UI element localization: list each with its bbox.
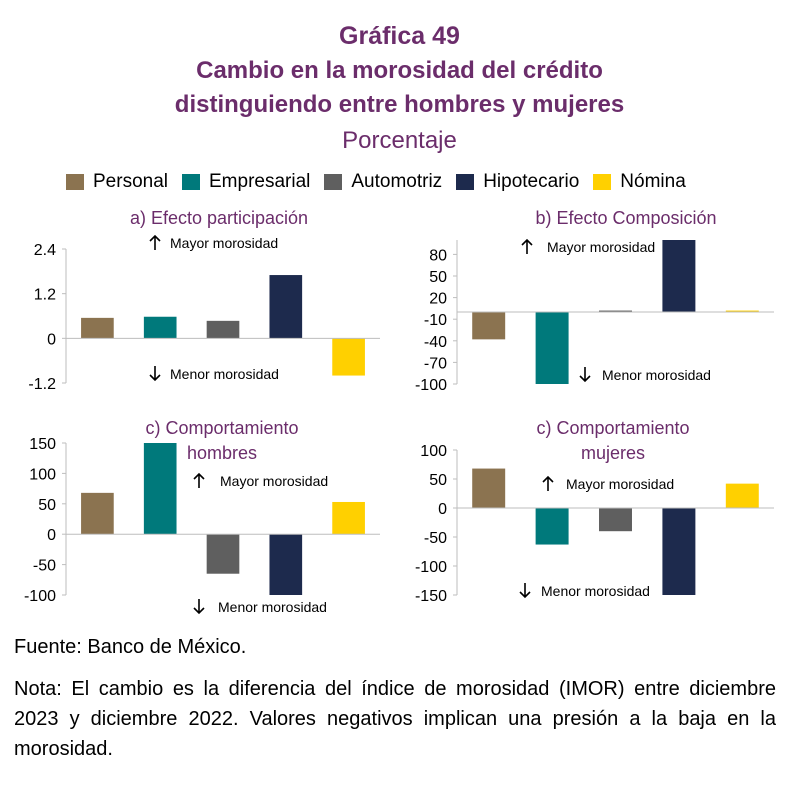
panel-2-y-tick-label-6: -70 bbox=[424, 355, 447, 372]
panel-3-bar-personal bbox=[81, 492, 114, 535]
legend-label-hipotecario: Hipotecario bbox=[483, 171, 580, 192]
panel-2-y-tick-label-1: 80 bbox=[429, 247, 447, 264]
legend-swatch-automotriz bbox=[324, 174, 343, 190]
panel-1-y-tick-label-3: 0 bbox=[47, 331, 56, 348]
panel-3-arrow-down-icon bbox=[193, 599, 205, 615]
panel-2-y-tick-label-2: 50 bbox=[429, 269, 447, 286]
panel-2-bar-empresarial bbox=[535, 312, 569, 384]
chart-title: Gráfica 49 bbox=[339, 22, 460, 50]
panel-1-bar-hipotecario bbox=[269, 275, 303, 339]
legend-item-nomina: Nómina bbox=[593, 171, 686, 193]
panel-1-arrow-down-icon bbox=[149, 366, 161, 382]
panel-3-y-tick-label-2: 100 bbox=[29, 466, 56, 483]
chart-units: Porcentaje bbox=[342, 127, 457, 154]
panel-4-annotation-up: Mayor morosidad bbox=[566, 476, 674, 492]
legend-swatch-hipotecario bbox=[456, 174, 475, 190]
panel-1-bar-automotriz bbox=[206, 320, 240, 339]
legend-label-personal: Personal bbox=[93, 171, 168, 192]
panel-4-bar-empresarial bbox=[535, 508, 569, 545]
panel-2-y-tick-label-4: -10 bbox=[424, 312, 447, 329]
panel-2-y-tick-label-3: 20 bbox=[429, 291, 447, 308]
panel-4-y-tick-label-4: -50 bbox=[424, 530, 447, 547]
legend-swatch-personal bbox=[66, 174, 84, 190]
legend-item-hipotecario: Hipotecario bbox=[456, 171, 579, 193]
panel-3-bar-nomina bbox=[332, 501, 365, 535]
panel-4-y-tick-label-3: 0 bbox=[438, 501, 447, 518]
panel-3-bar-automotriz bbox=[206, 534, 240, 574]
panel-3-bar-empresarial bbox=[143, 443, 177, 535]
panel-3-y-tick-label-1: 150 bbox=[29, 436, 56, 453]
legend-label-nomina: Nómina bbox=[620, 171, 686, 192]
panel-4-bar-personal bbox=[472, 468, 506, 508]
legend-swatch-nomina bbox=[593, 174, 612, 190]
panel-3-title-line-2: hombres bbox=[187, 443, 257, 463]
panel-4-bar-nomina bbox=[725, 483, 759, 508]
panel-4-bar-automotriz bbox=[599, 508, 632, 532]
panel-4-y-tick-label-1: 100 bbox=[420, 443, 447, 460]
panel-2-bar-automotriz bbox=[599, 310, 632, 313]
legend-label-automotriz: Automotriz bbox=[351, 171, 443, 192]
panel-1-y-tick-label-1: 2.4 bbox=[34, 242, 56, 259]
panel-2-annotation-down: Menor morosidad bbox=[602, 367, 711, 383]
panel-2-title-line-1: b) Efecto Composición bbox=[535, 208, 716, 228]
panel-4-title-line-2: mujeres bbox=[581, 443, 645, 463]
legend-item-personal: Personal bbox=[66, 171, 168, 193]
panel-1-title-line-1: a) Efecto participación bbox=[130, 208, 308, 228]
panel-3-y-tick-label-5: -50 bbox=[33, 558, 56, 575]
panel-1-annotation-down: Menor morosidad bbox=[170, 366, 279, 382]
legend-item-automotriz: Automotriz bbox=[324, 171, 442, 193]
panel-4-y-tick-label-5: -100 bbox=[415, 559, 447, 576]
panel-3-annotation-up: Mayor morosidad bbox=[220, 473, 328, 489]
panel-3-annotation-down: Menor morosidad bbox=[218, 599, 327, 615]
panel-1-bar-nomina bbox=[332, 338, 365, 376]
panel-3-arrow-up-icon bbox=[193, 472, 205, 488]
panel-1-bar-empresarial bbox=[143, 316, 177, 339]
panel-3-y-tick-label-6: -100 bbox=[24, 588, 56, 605]
panel-4-y-tick-label-2: 50 bbox=[429, 472, 447, 489]
source-note: Fuente: Banco de México. bbox=[14, 636, 247, 658]
legend-swatch-empresarial bbox=[182, 174, 200, 190]
panel-1-annotation-up: Mayor morosidad bbox=[170, 235, 278, 251]
panel-3-y-tick-label-3: 50 bbox=[38, 497, 56, 514]
panel-1-arrow-up-icon bbox=[149, 234, 161, 250]
legend: Personal Empresarial Automotriz Hipoteca… bbox=[66, 170, 700, 194]
panel-3-bar-hipotecario bbox=[269, 534, 303, 595]
panel-1-y-tick-label-2: 1.2 bbox=[34, 287, 56, 304]
panel-4-arrow-up-icon bbox=[542, 475, 554, 491]
panel-4-arrow-down-icon bbox=[519, 583, 531, 599]
panel-2-y-tick-label-7: -100 bbox=[415, 377, 447, 394]
panel-4-title-line-1: c) Comportamiento bbox=[536, 418, 689, 438]
panel-2-bar-nomina bbox=[725, 310, 759, 313]
panel-4-annotation-down: Menor morosidad bbox=[541, 583, 650, 599]
chart-subtitle-line-1: Cambio en la morosidad del crédito bbox=[196, 57, 603, 84]
panel-2-arrow-down-icon bbox=[579, 367, 591, 383]
chart-header: Gráfica 49 Cambio en la morosidad del cr… bbox=[0, 18, 799, 158]
panel-2-bar-hipotecario bbox=[662, 240, 696, 312]
panel-2-bar-personal bbox=[472, 312, 506, 340]
panel-2-annotation-up: Mayor morosidad bbox=[547, 239, 655, 255]
legend-label-empresarial: Empresarial bbox=[209, 171, 311, 192]
panel-3-y-tick-label-4: 0 bbox=[47, 527, 56, 544]
panel-4-bar-hipotecario bbox=[662, 508, 696, 595]
panel-2-y-tick-label-5: -40 bbox=[424, 334, 447, 351]
panel-2-arrow-up-icon bbox=[521, 238, 533, 254]
panel-1-bar-personal bbox=[81, 317, 114, 339]
legend-item-empresarial: Empresarial bbox=[182, 171, 310, 193]
panel-4-y-tick-label-6: -150 bbox=[415, 588, 447, 605]
panel-1-y-tick-label-4: -1.2 bbox=[28, 376, 56, 393]
explanatory-note: Nota: El cambio es la diferencia del índ… bbox=[14, 678, 776, 760]
panel-3-title-line-1: c) Comportamiento bbox=[145, 418, 298, 438]
chart-subtitle-line-2: distinguiendo entre hombres y mujeres bbox=[174, 91, 625, 118]
